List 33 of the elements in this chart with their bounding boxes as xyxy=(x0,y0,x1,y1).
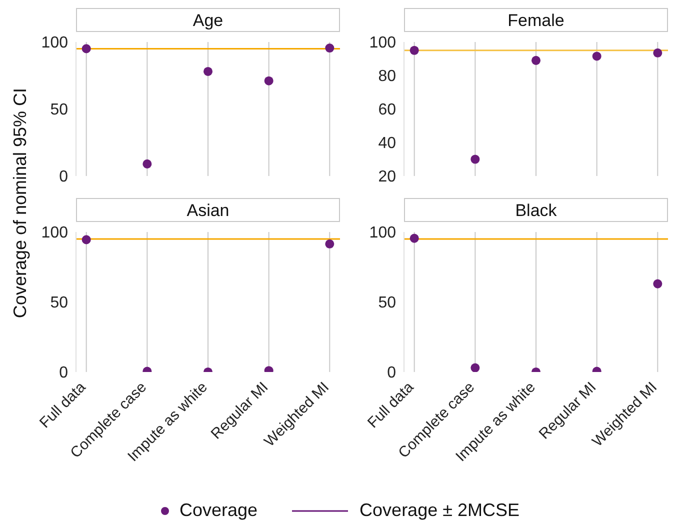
point xyxy=(325,44,334,53)
y-tick-label: 50 xyxy=(50,102,68,119)
point xyxy=(531,56,541,65)
point xyxy=(653,48,662,58)
y-tick-label: 100 xyxy=(41,224,68,242)
text: Coverage ± 2MCSE xyxy=(358,500,520,521)
point xyxy=(142,159,152,168)
y-tick-label: 50 xyxy=(378,294,396,312)
y-tick-label: 100 xyxy=(41,34,68,52)
point xyxy=(203,66,213,76)
chart-title: Age xyxy=(76,8,340,32)
point xyxy=(410,234,419,243)
point xyxy=(82,44,91,54)
point xyxy=(264,76,274,86)
y-tick-label: 40 xyxy=(378,135,396,152)
y-tick-label: 0 xyxy=(59,168,68,186)
chart-title: Female xyxy=(404,8,668,32)
legend-label: Coverage xyxy=(178,500,258,521)
y-axis-title: Coverage of nominal 95% CI xyxy=(10,88,30,318)
chart-title: Black xyxy=(404,198,668,222)
point xyxy=(325,239,334,248)
y-tick-label: 50 xyxy=(50,294,68,312)
y-tick-label: 100 xyxy=(369,224,396,242)
y-tick-label: 20 xyxy=(378,168,396,186)
y-tick-label: 80 xyxy=(378,68,396,86)
point xyxy=(470,154,480,164)
y-tick-label: 100 xyxy=(369,34,396,52)
y-tick-label: 60 xyxy=(378,102,396,119)
point xyxy=(410,46,419,55)
point xyxy=(82,235,91,244)
point xyxy=(592,52,602,61)
point xyxy=(653,279,662,288)
chart-title: Asian xyxy=(76,198,340,222)
